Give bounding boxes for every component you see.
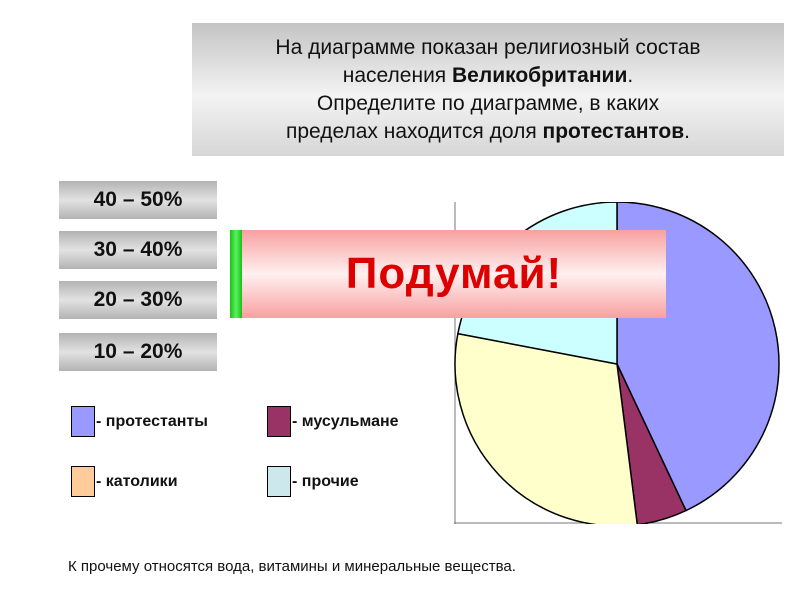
legend-item-protestants: - протестанты (71, 406, 208, 437)
question-line-4-prefix: пределах находится доля (286, 119, 543, 143)
legend-item-muslims: - мусульмане (267, 406, 399, 437)
legend-label-muslims: - мусульмане (292, 412, 399, 430)
question-line-4-suffix: . (684, 119, 690, 143)
question-box: На диаграмме показан религиозный состав … (192, 23, 784, 156)
question-line-1: На диаграмме показан религиозный состав (275, 35, 701, 59)
question-line-4: пределах находится доля протестантов. (275, 118, 700, 146)
question-text: На диаграмме показан религиозный состав … (275, 34, 700, 146)
legend-swatch-catholics (71, 466, 95, 497)
legend-item-catholics: - католики (71, 466, 178, 497)
legend-swatch-other (267, 466, 291, 497)
question-line-3: Определите по диаграмме, в каких (316, 91, 660, 115)
legend-swatch-muslims (267, 406, 291, 437)
question-line-2-suffix: . (627, 63, 634, 87)
footnote: К прочему относятся вода, витамины и мин… (68, 558, 516, 575)
answer-button-40-50[interactable]: 40 – 50% (59, 181, 217, 219)
feedback-stripe (230, 230, 242, 318)
legend-label-protestants: - протестанты (96, 412, 208, 430)
answer-button-30-40[interactable]: 30 – 40% (59, 231, 217, 269)
answer-button-10-20[interactable]: 10 – 20% (59, 333, 217, 371)
legend-swatch-protestants (71, 406, 95, 437)
feedback-popup: Подумай! (230, 230, 666, 318)
answer-button-20-30[interactable]: 20 – 30% (59, 281, 217, 319)
question-line-2: населения Великобритании. (275, 62, 700, 90)
question-line-2-prefix: населения (342, 63, 453, 87)
target-group: протестантов (542, 119, 685, 143)
legend-label-catholics: - католики (96, 472, 178, 490)
legend-label-other: - прочие (292, 472, 359, 490)
legend-item-other: - прочие (267, 466, 359, 497)
country-name: Великобритании (452, 63, 628, 87)
feedback-message: Подумай! (242, 230, 666, 318)
